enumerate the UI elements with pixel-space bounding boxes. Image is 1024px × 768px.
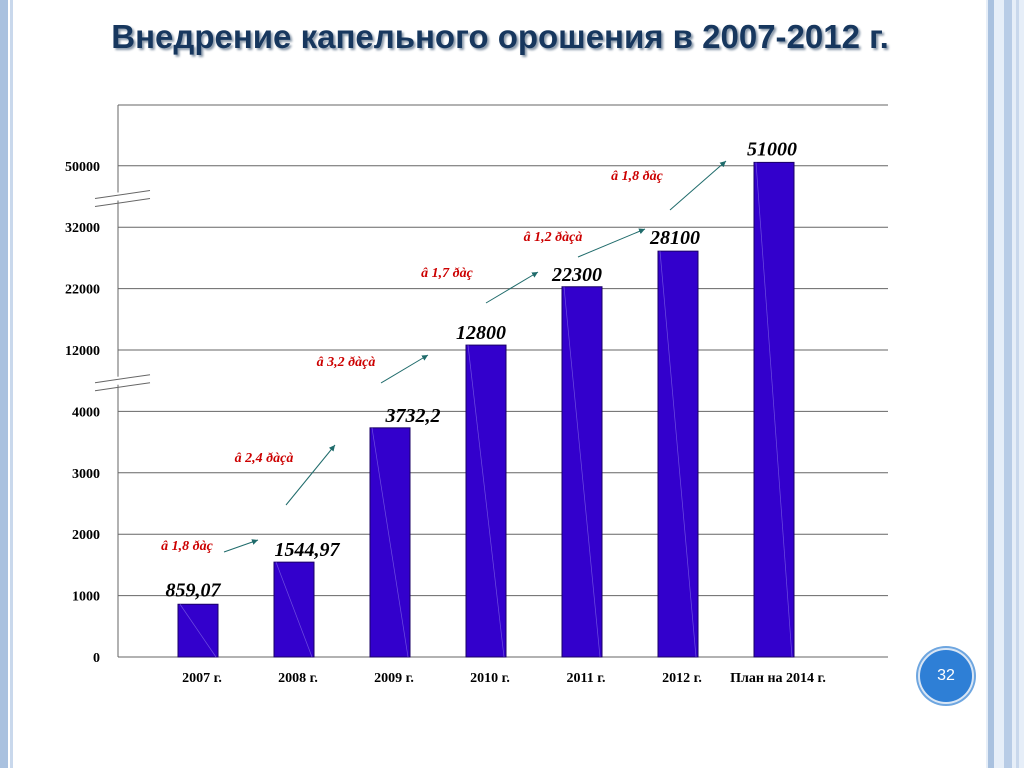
growth-arrow xyxy=(669,160,727,211)
axis-break-mark xyxy=(94,382,151,392)
x-tick-label: 2012 г. xyxy=(662,671,702,686)
bar-sheen xyxy=(371,427,409,658)
growth-annotation: â 1,7 ðàç xyxy=(421,265,474,281)
growth-arrow xyxy=(223,539,259,553)
y-tick-label: 0 xyxy=(93,651,100,666)
axis-break-gap xyxy=(114,192,122,201)
growth-arrow xyxy=(577,228,646,258)
growth-arrow xyxy=(285,444,336,506)
slide-border-right xyxy=(986,0,1024,768)
axis-break-mark xyxy=(94,198,151,207)
x-tick-label: 2007 г. xyxy=(182,671,222,686)
bar-sheen xyxy=(659,251,697,658)
growth-arrow xyxy=(380,354,429,384)
y-tick-label: 22000 xyxy=(65,283,100,298)
bar-sheen xyxy=(755,162,793,658)
x-tick-label: 2010 г. xyxy=(470,671,510,686)
value-label: 12800 xyxy=(456,322,506,344)
y-tick-label: 50000 xyxy=(65,160,100,175)
axis-break-mark xyxy=(94,190,151,199)
y-tick-label: 1000 xyxy=(72,590,100,605)
slide-border-left-inner xyxy=(10,0,13,768)
y-tick-label: 2000 xyxy=(72,528,100,543)
value-label: 3732,2 xyxy=(385,405,441,427)
bar-sheen xyxy=(467,345,505,658)
growth-annotation: â 1,2 ðàçà xyxy=(524,229,583,245)
value-label: 22300 xyxy=(551,264,602,286)
growth-annotation: â 1,8 ðàç xyxy=(611,168,664,184)
value-label: 859,07 xyxy=(166,579,222,601)
bar-sheen xyxy=(179,604,217,658)
value-label: 1544,97 xyxy=(275,539,341,561)
growth-annotation: â 1,8 ðàç xyxy=(161,538,214,554)
y-tick-label: 32000 xyxy=(65,221,100,236)
bar-sheen xyxy=(563,286,601,658)
growth-annotation: â 3,2 ðàçà xyxy=(317,354,376,370)
bar-sheen xyxy=(275,562,313,658)
y-tick-label: 12000 xyxy=(65,344,100,359)
slide-border-left xyxy=(0,0,8,768)
value-label: 51000 xyxy=(747,138,797,160)
axis-break-mark xyxy=(94,374,151,384)
x-tick-label: 2011 г. xyxy=(566,671,605,686)
growth-arrow xyxy=(485,271,539,304)
x-tick-label: 2009 г. xyxy=(374,671,414,686)
value-label: 28100 xyxy=(649,227,700,249)
x-tick-label: План на 2014 г. xyxy=(730,671,826,686)
axis-break-gap xyxy=(114,376,122,385)
page-number-badge: 32 xyxy=(918,648,974,704)
x-tick-label: 2008 г. xyxy=(278,671,318,686)
growth-annotation: â 2,4 ðàçà xyxy=(235,450,294,466)
y-tick-label: 3000 xyxy=(72,467,100,482)
y-tick-label: 4000 xyxy=(72,405,100,420)
slide-title: Внедрение капельного орошения в 2007-201… xyxy=(111,18,889,55)
